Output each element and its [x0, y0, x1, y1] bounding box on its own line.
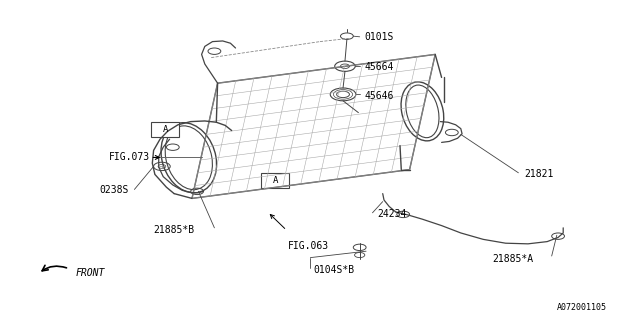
Text: FRONT: FRONT: [76, 268, 105, 278]
FancyBboxPatch shape: [151, 122, 179, 137]
Text: 45664: 45664: [365, 62, 394, 72]
Text: 45646: 45646: [365, 91, 394, 101]
Text: 0238S: 0238S: [99, 185, 129, 196]
Text: 21821: 21821: [525, 169, 554, 180]
FancyBboxPatch shape: [261, 173, 289, 188]
Text: 0104S*B: 0104S*B: [314, 265, 355, 276]
Text: A: A: [273, 176, 278, 185]
Text: 24234: 24234: [378, 209, 407, 220]
Text: A: A: [163, 125, 168, 134]
Text: A072001105: A072001105: [557, 303, 607, 312]
Text: 21885*B: 21885*B: [154, 225, 195, 236]
Text: FIG.073: FIG.073: [109, 152, 150, 162]
Text: FIG.063: FIG.063: [288, 241, 329, 252]
Text: 21885*A: 21885*A: [493, 254, 534, 264]
Text: 0101S: 0101S: [365, 32, 394, 42]
